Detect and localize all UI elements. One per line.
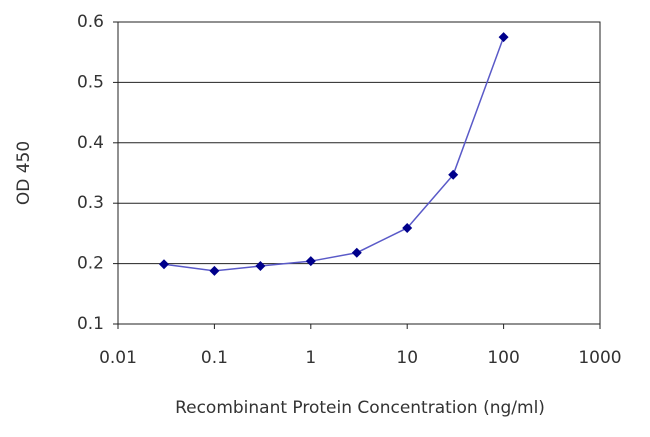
data-point: [498, 32, 509, 43]
x-tick-label: 1: [305, 348, 316, 368]
data-point: [402, 222, 413, 233]
plot-area: [117, 21, 601, 325]
y-tick-label: 0.2: [77, 254, 104, 274]
y-tick-label: 0.5: [77, 72, 104, 92]
y-tick-label: 0.1: [77, 314, 104, 334]
data-point: [448, 169, 459, 180]
x-axis-label: Recombinant Protein Concentration (ng/ml…: [175, 398, 545, 418]
data-point: [351, 247, 362, 258]
x-tick-label: 100: [487, 348, 519, 368]
data-point: [255, 261, 266, 272]
y-tick-label: 0.4: [77, 133, 104, 153]
data-point: [305, 256, 316, 267]
y-axis-label: OD 450: [14, 141, 34, 205]
data-point: [158, 259, 169, 270]
x-tick-label: 1000: [578, 348, 621, 368]
data-point: [209, 265, 220, 276]
y-tick-label: 0.3: [77, 193, 104, 213]
series-line: [163, 36, 505, 272]
x-tick-label: 0.01: [99, 348, 137, 368]
x-tick-label: 0.1: [201, 348, 228, 368]
x-tick-label: 10: [396, 348, 418, 368]
y-tick-label: 0.6: [77, 12, 104, 32]
